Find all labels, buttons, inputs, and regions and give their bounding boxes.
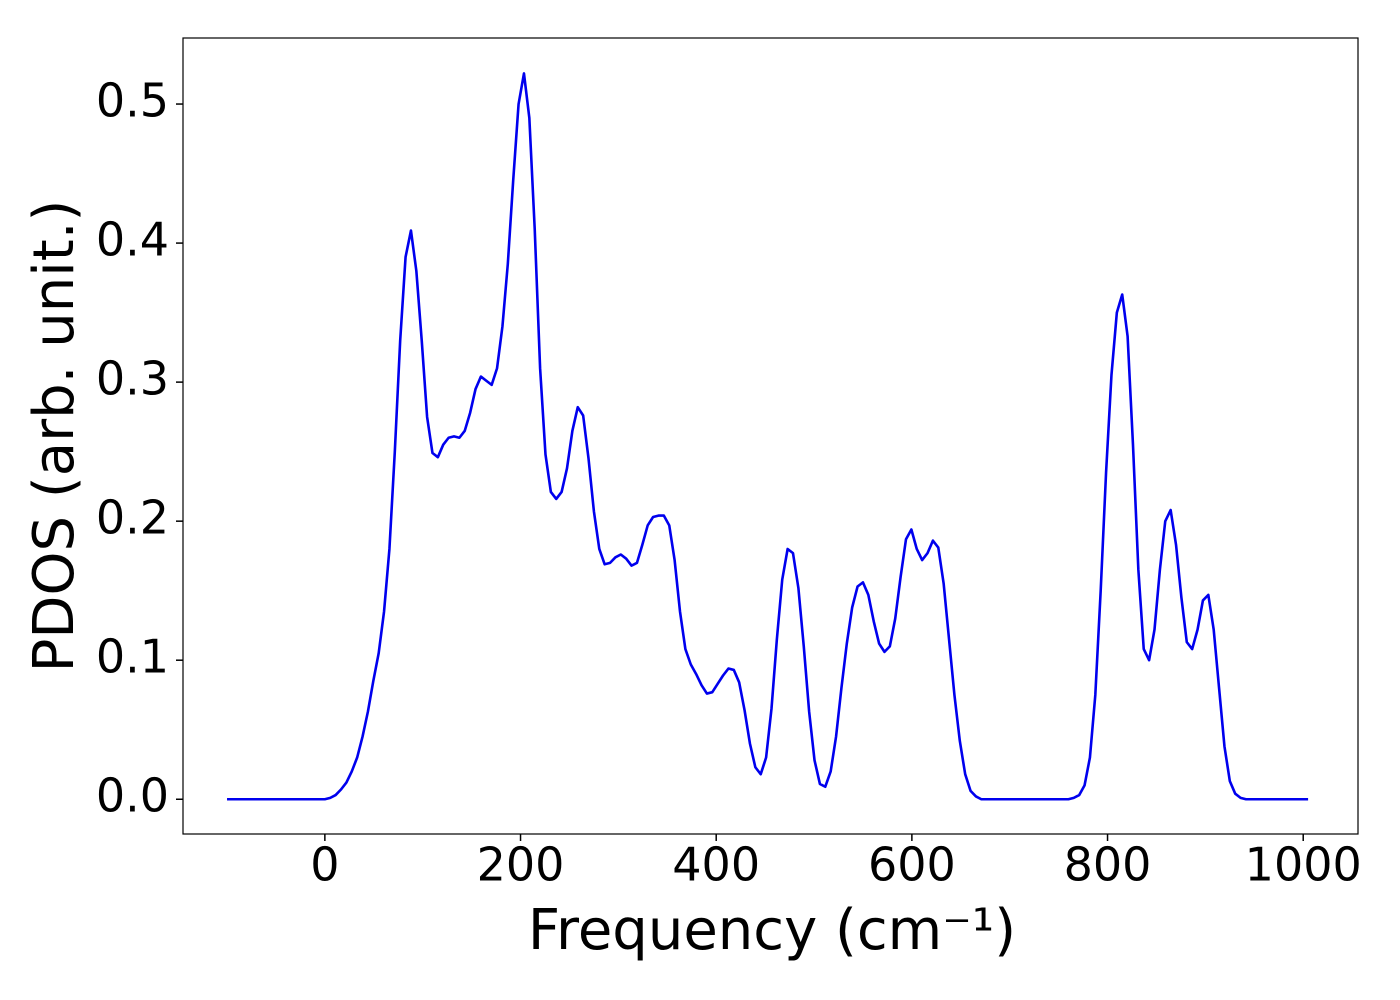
y-tick-label: 0.5 [96,74,169,128]
x-tick-label: 0 [310,838,339,892]
y-tick-label: 0.1 [96,630,169,684]
plot-frame [182,37,1359,835]
x-tick-label: 800 [1064,838,1152,892]
x-tick-label: 200 [477,838,565,892]
y-tick-label: 0.3 [96,352,169,406]
data-line [227,72,1309,801]
y-axis-label: PDOS (arb. unit.) [22,200,87,673]
x-tick-label: 600 [868,838,956,892]
y-tick-label: 0.4 [96,213,169,267]
x-tick-label: 400 [672,838,760,892]
x-axis-label: Frequency (cm⁻¹) [528,898,1016,963]
y-tick-label: 0.0 [96,769,169,823]
x-tick-label: 1000 [1245,838,1362,892]
y-tick-label: 0.2 [96,491,169,545]
